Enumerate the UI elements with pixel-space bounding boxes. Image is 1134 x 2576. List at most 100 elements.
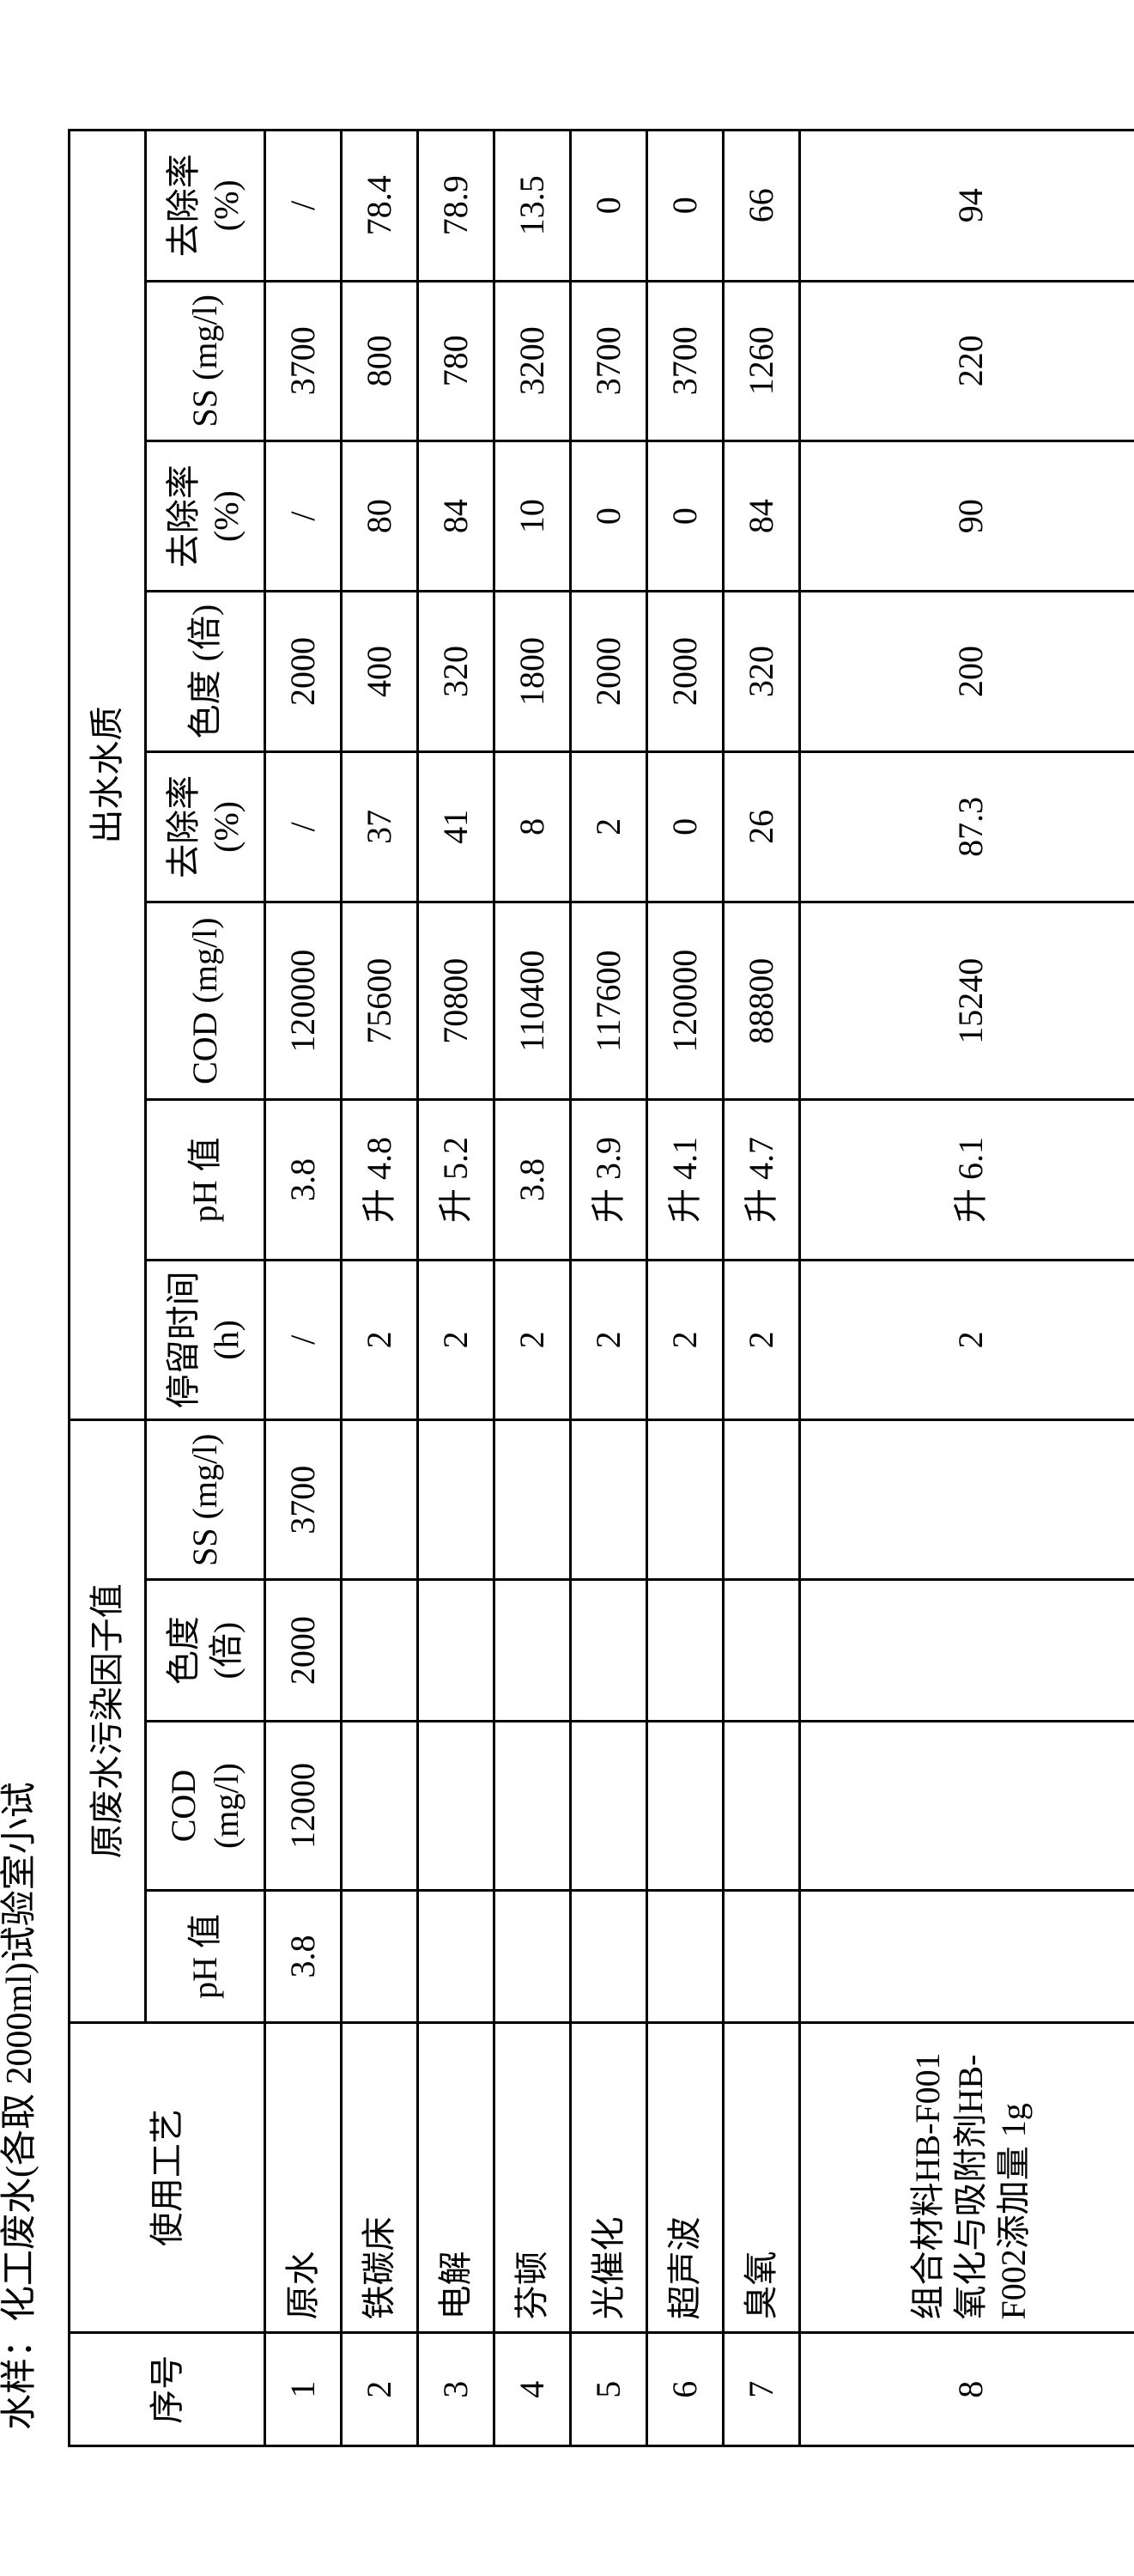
cell-ph1	[571, 1891, 647, 2022]
cell-rr1: 0	[647, 751, 724, 902]
cell-proc: 光催化	[571, 2022, 647, 2333]
cell-cod2: 110400	[494, 902, 571, 1100]
cell-ss2: 3700	[571, 281, 647, 440]
cell-chro2: 2000	[571, 592, 647, 751]
cell-chro2: 1800	[494, 592, 571, 751]
cell-seq: 2	[342, 2333, 418, 2446]
hdr-rr3: 去除率 (%)	[146, 131, 265, 282]
cell-rr3: 13.5	[494, 131, 571, 282]
cell-cod1: 12000	[265, 1721, 342, 1890]
cell-chro1	[494, 1580, 571, 1721]
cell-ph2: 升 6.1	[800, 1100, 1134, 1260]
cell-ss2: 3700	[647, 281, 724, 440]
cell-rr2: 0	[571, 440, 647, 591]
cell-rr3: 78.9	[418, 131, 494, 282]
cell-seq: 4	[494, 2333, 571, 2446]
cell-rr1: /	[265, 751, 342, 902]
cell-rt: 2	[724, 1260, 800, 1419]
cell-cod1	[800, 1721, 1134, 1890]
cell-rr3: 66	[724, 131, 800, 282]
cell-chro2: 400	[342, 592, 418, 751]
hdr-cod1: COD (mg/l)	[146, 1721, 265, 1890]
cell-cod2: 120000	[265, 902, 342, 1100]
cell-ph2: 升 5.2	[418, 1100, 494, 1260]
cell-ph1	[724, 1891, 800, 2022]
cell-chro1: 2000	[265, 1580, 342, 1721]
cell-rt: /	[265, 1260, 342, 1419]
table-row: 4芬顿23.81104008180010320013.5	[494, 131, 571, 2446]
cell-proc: 芬顿	[494, 2022, 571, 2333]
cell-rr1: 2	[571, 751, 647, 902]
cell-cod2: 15240	[800, 902, 1134, 1100]
table-row: 2铁碳床2升 4.875600374008080078.4	[342, 131, 418, 2446]
cell-rr1: 37	[342, 751, 418, 902]
table-row: 3电解2升 5.270800413208478078.9	[418, 131, 494, 2446]
hdr-proc: 使用工艺	[70, 2022, 265, 2333]
cell-rt: 2	[494, 1260, 571, 1419]
cell-chro2: 2000	[647, 592, 724, 751]
cell-proc: 原水	[265, 2022, 342, 2333]
cell-ph1	[494, 1891, 571, 2022]
cell-rr2: 0	[647, 440, 724, 591]
cell-ss2: 780	[418, 281, 494, 440]
hdr-ph1: pH 值	[146, 1891, 265, 2022]
cell-seq: 8	[800, 2333, 1134, 2446]
cell-rt: 2	[342, 1260, 418, 1419]
cell-cod1	[724, 1721, 800, 1890]
cell-rt: 2	[418, 1260, 494, 1419]
table-row: 1原水3.81200020003700/3.8120000/2000/3700/	[265, 131, 342, 2446]
cell-rr1: 8	[494, 751, 571, 902]
cell-rt: 2	[647, 1260, 724, 1419]
cell-seq: 3	[418, 2333, 494, 2446]
data-table: 序号 使用工艺 原废水污染因子值 出水水质 pH 值 COD (mg/l) 色度…	[68, 129, 1134, 2447]
table-caption: 水样：化工废水(各取 2000ml)试验室小试	[0, 129, 42, 2430]
cell-proc: 电解	[418, 2022, 494, 2333]
cell-ss2: 800	[342, 281, 418, 440]
table-row: 7臭氧2升 4.7888002632084126066	[724, 131, 800, 2446]
cell-chro1	[724, 1580, 800, 1721]
cell-ss1	[800, 1420, 1134, 1580]
cell-ss1	[647, 1420, 724, 1580]
cell-seq: 1	[265, 2333, 342, 2446]
cell-rr2: 84	[418, 440, 494, 591]
cell-ss2: 3700	[265, 281, 342, 440]
cell-cod2: 120000	[647, 902, 724, 1100]
rotated-container: 水样：化工废水(各取 2000ml)试验室小试 序号 使用工艺 原废水污染因子值…	[0, 129, 1134, 2447]
cell-cod2: 117600	[571, 902, 647, 1100]
cell-cod2: 70800	[418, 902, 494, 1100]
cell-proc: 组合材料HB-F001氧化与吸附剂HB-F002添加量 1g	[800, 2022, 1134, 2333]
cell-ph1	[800, 1891, 1134, 2022]
cell-rr1: 87.3	[800, 751, 1134, 902]
header-row-1: 序号 使用工艺 原废水污染因子值 出水水质	[70, 131, 146, 2446]
cell-chro1	[800, 1580, 1134, 1721]
cell-proc: 铁碳床	[342, 2022, 418, 2333]
cell-rr1: 26	[724, 751, 800, 902]
cell-ph1	[342, 1891, 418, 2022]
cell-seq: 6	[647, 2333, 724, 2446]
table-row: 6超声波2升 4.112000002000037000	[647, 131, 724, 2446]
cell-ph2: 升 3.9	[571, 1100, 647, 1260]
table-body: 1原水3.81200020003700/3.8120000/2000/3700/…	[265, 131, 1134, 2446]
cell-cod1	[494, 1721, 571, 1890]
hdr-chro2: 色度 (倍)	[146, 592, 265, 751]
cell-chro1	[647, 1580, 724, 1721]
cell-ph2: 升 4.8	[342, 1100, 418, 1260]
cell-cod1	[342, 1721, 418, 1890]
cell-cod1	[571, 1721, 647, 1890]
cell-cod1	[418, 1721, 494, 1890]
hdr-rr1: 去除率 (%)	[146, 751, 265, 902]
cell-cod1	[647, 1721, 724, 1890]
cell-chro1	[342, 1580, 418, 1721]
hdr-group-out: 出水水质	[70, 131, 146, 1420]
cell-rt: 2	[571, 1260, 647, 1419]
cell-ss1	[342, 1420, 418, 1580]
table-row: 5光催化2升 3.911760022000037000	[571, 131, 647, 2446]
cell-ss1	[724, 1420, 800, 1580]
cell-seq: 7	[724, 2333, 800, 2446]
cell-rr2: /	[265, 440, 342, 591]
cell-cod2: 88800	[724, 902, 800, 1100]
cell-rr3: /	[265, 131, 342, 282]
cell-proc: 超声波	[647, 2022, 724, 2333]
cell-ss1	[571, 1420, 647, 1580]
cell-ss1	[494, 1420, 571, 1580]
